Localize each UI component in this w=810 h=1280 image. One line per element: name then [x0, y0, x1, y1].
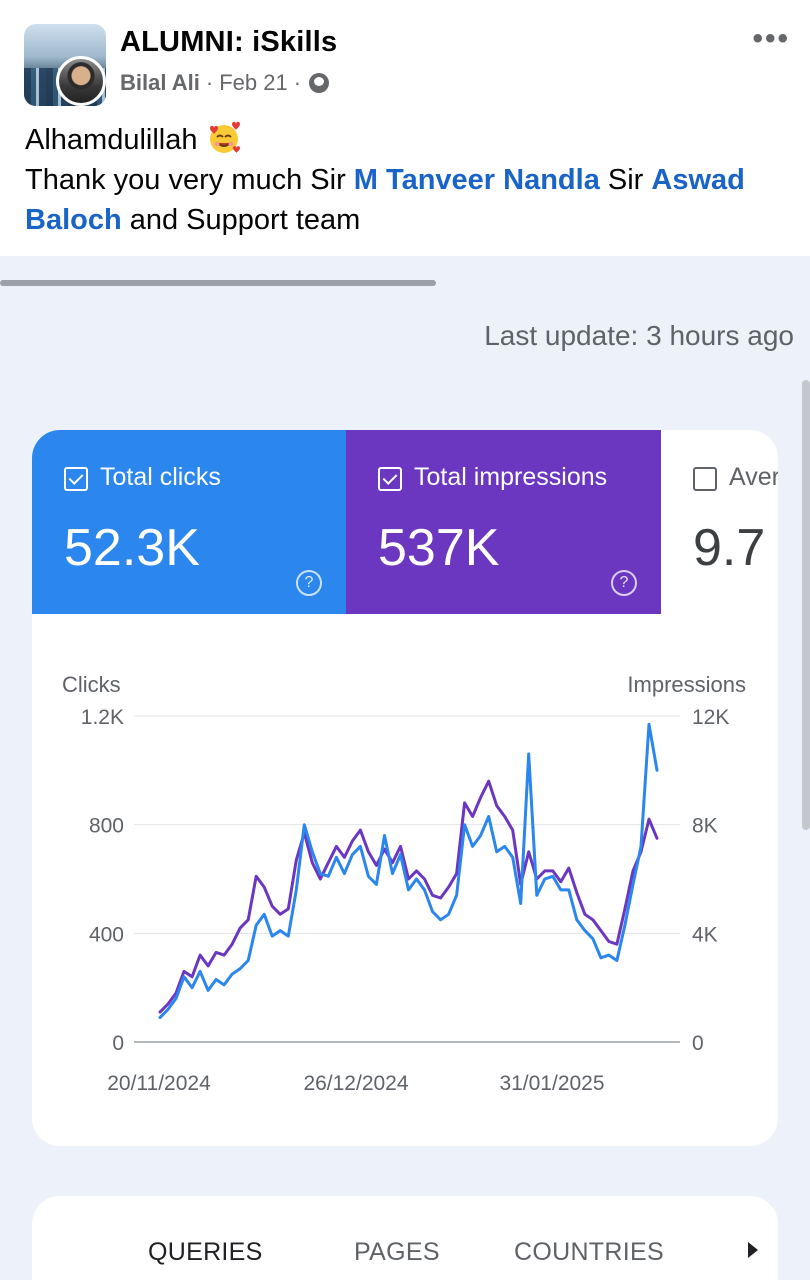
checkbox-unchecked-icon[interactable]: [693, 467, 717, 491]
y-right-tick-label: 12K: [692, 706, 729, 729]
scrollbar[interactable]: [802, 380, 810, 830]
tab-countries[interactable]: COUNTRIES: [514, 1238, 664, 1266]
x-tick-label: 31/01/2025: [499, 1072, 604, 1095]
meta-separator: ·: [293, 70, 302, 95]
help-icon[interactable]: ?: [296, 570, 322, 596]
meta-separator: ·: [205, 70, 214, 95]
globe-icon: [309, 73, 330, 93]
tab-pages[interactable]: PAGES: [354, 1238, 440, 1266]
metric-label: Total impressions: [414, 463, 608, 491]
author-name[interactable]: Bilal Ali: [120, 70, 200, 95]
metric-total-clicks[interactable]: Total clicks 52.3K ?: [32, 430, 346, 614]
metric-label: Aver: [729, 463, 778, 491]
y-left-tick-label: 1.2K: [81, 706, 124, 729]
user-avatar[interactable]: [56, 56, 106, 106]
post-text-segment: Sir: [599, 164, 652, 196]
report-tabs: QUERIES PAGES COUNTRIES: [32, 1196, 778, 1280]
mention-link[interactable]: Aswad Baloch: [25, 164, 745, 236]
checkbox-checked-icon[interactable]: [64, 467, 88, 491]
post-date[interactable]: Feb 21: [219, 70, 288, 95]
post-text-segment: Thank you very much Sir: [25, 164, 354, 196]
checkbox-checked-icon[interactable]: [378, 467, 402, 491]
metric-total-impressions[interactable]: Total impressions 537K ?: [346, 430, 661, 614]
post-line-2: Thank you very much Sir M Tanveer Nandla…: [25, 160, 795, 240]
metric-value: 52.3K: [64, 519, 200, 577]
help-icon[interactable]: ?: [611, 570, 637, 596]
post-header: ALUMNI: iSkills Bilal Ali · Feb 21 · •••: [0, 0, 810, 110]
y-left-tick-label: 400: [89, 923, 124, 946]
metric-label: Total clicks: [100, 463, 221, 491]
post-image-dashboard[interactable]: Last update: 3 hours ago Total clicks 52…: [0, 256, 810, 1280]
chevron-right-icon[interactable]: [748, 1242, 758, 1258]
post-text: Alhamdulillah Thank you very much Sir M …: [25, 120, 795, 240]
top-divider: [0, 280, 436, 286]
mention-link[interactable]: M Tanveer Nandla: [353, 164, 600, 196]
metric-average-ctr[interactable]: Aver 9.7: [661, 430, 778, 614]
post-line-1-text: Alhamdulillah: [25, 124, 198, 156]
performance-chart[interactable]: Clicks Impressions 0 0 400 4K 800 8K 1.2K 12K 20/1…: [32, 614, 778, 1146]
y-left-axis-title: Clicks: [62, 672, 121, 697]
y-right-tick-label: 0: [692, 1032, 704, 1055]
x-tick-label: 26/12/2024: [303, 1072, 408, 1095]
tab-queries[interactable]: QUERIES: [148, 1238, 263, 1266]
x-tick-label: 20/11/2024: [107, 1072, 211, 1095]
post-meta: Bilal Ali · Feb 21 ·: [120, 70, 330, 96]
y-right-tick-label: 4K: [692, 923, 718, 946]
smiling-face-with-hearts-emoji: [209, 121, 240, 153]
post-line-1: Alhamdulillah: [25, 120, 795, 160]
y-left-tick-label: 800: [89, 815, 124, 838]
metric-value: 9.7: [693, 519, 766, 577]
group-name[interactable]: ALUMNI: iSkills: [120, 26, 338, 58]
y-right-axis-title: Impressions: [627, 672, 746, 697]
last-update-text: Last update: 3 hours ago: [484, 320, 794, 351]
metric-value: 537K: [378, 519, 500, 577]
y-left-tick-label: 0: [112, 1032, 124, 1055]
more-options-icon[interactable]: •••: [752, 22, 790, 55]
y-right-tick-label: 8K: [692, 815, 718, 838]
performance-card: Total clicks 52.3K ? Total impressions 5…: [32, 430, 778, 1146]
series-line-clicks: [158, 722, 659, 1020]
series-line-impressions: [158, 779, 659, 1014]
post-text-segment: and Support team: [121, 204, 361, 236]
